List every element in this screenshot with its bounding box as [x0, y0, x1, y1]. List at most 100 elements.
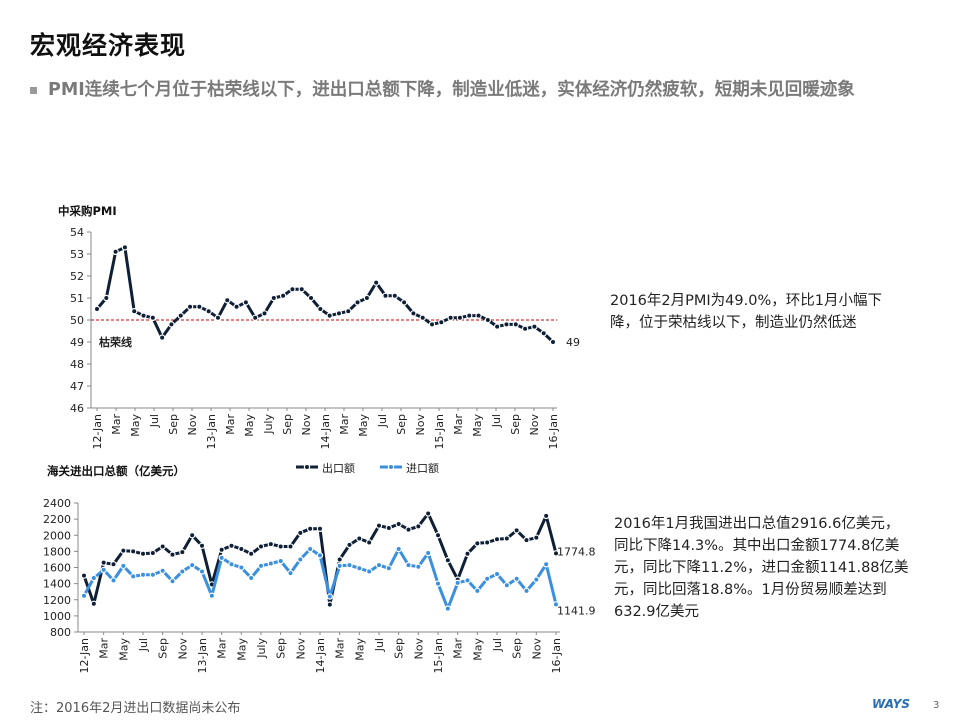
- trade-chart-x-tick-label: Nov: [412, 638, 425, 660]
- trade-chart-y-tick-label: 1800: [43, 545, 71, 558]
- trade-chart-title: 海关进出口总额（亿美元）: [47, 464, 185, 478]
- trade-chart-x-tick-label: May: [353, 638, 366, 661]
- trade-chart-x-tick-label: Nov: [530, 638, 543, 660]
- trade-chart-series-point-1: [257, 562, 265, 570]
- trade-chart-series-point-1: [336, 562, 343, 570]
- trade-chart-x-tick-label: Mar: [334, 638, 347, 659]
- trade-chart-series-point-0: [493, 536, 501, 543]
- trade-chart-series-point-1: [356, 565, 363, 572]
- trade-chart-series-point-0: [149, 549, 157, 557]
- trade-chart-series-point-0: [100, 559, 107, 566]
- slide-title: 宏观经济表现: [30, 31, 187, 60]
- pmi-chart-series-point-0: [261, 310, 268, 317]
- pmi-chart-series-point-0: [158, 334, 166, 341]
- trade-chart-series-point-0: [120, 547, 127, 554]
- trade-chart-x-tick-label: Sep: [511, 638, 524, 659]
- trade-chart-series-point-1: [297, 556, 304, 563]
- trade-chart-x-tick-label: Jul: [137, 638, 150, 652]
- page-number: 3: [933, 700, 940, 711]
- pmi-chart-y-tick-label: 51: [70, 292, 84, 305]
- pmi-chart-series-point-0: [196, 303, 203, 310]
- trade-chart-series-point-1: [454, 579, 461, 587]
- pmi-chart-x-tick-label: Sep: [395, 414, 408, 435]
- trade-chart-x-tick-label: Mar: [216, 638, 229, 659]
- pmi-chart-series-point-0: [475, 312, 482, 319]
- trade-chart-series-point-0: [80, 572, 88, 579]
- trade-chart-series-point-0: [257, 543, 265, 550]
- pmi-chart-series-point-0: [372, 279, 380, 286]
- pmi-chart-series-point-0: [549, 338, 557, 346]
- trade-chart-series-point-0: [306, 525, 314, 533]
- trade-chart-y-tick-label: 800: [50, 626, 71, 639]
- legend-label-1: 进口额: [406, 462, 439, 475]
- pmi-chart-series-point-0: [270, 294, 278, 302]
- trade-chart-series-point-1: [110, 577, 117, 584]
- trade-chart-x-tick-label: 12-Jan: [78, 638, 91, 674]
- pmi-chart-series-point-0: [168, 321, 175, 328]
- trade-chart-series-point-1: [326, 593, 334, 600]
- trade-chart-series-point-0: [552, 550, 560, 557]
- pmi-chart-x-tick-label: Nov: [300, 414, 313, 436]
- pmi-chart-series-point-0: [382, 292, 389, 299]
- pmi-chart-x-tick-label: 13-Jan: [205, 414, 218, 450]
- trade-chart-series-point-1: [287, 569, 294, 577]
- trade-chart-series-point-1: [139, 571, 147, 578]
- trade-chart-series-point-0: [139, 550, 147, 557]
- pmi-chart-series-point-0: [447, 314, 454, 321]
- pmi-chart-x-tick-label: 16-Jan: [547, 414, 560, 450]
- trade-chart-series-point-1: [533, 576, 540, 583]
- trade-chart-series-point-1: [267, 560, 275, 567]
- trade-chart-series-point-0: [179, 548, 186, 556]
- trade-chart-series-point-1: [120, 562, 127, 570]
- trade-chart-y-tick-label: 1000: [43, 610, 71, 623]
- trade-chart-series-point-0: [434, 532, 442, 539]
- trade-chart-x-tick-label: Sep: [275, 638, 288, 659]
- pmi-chart-y-tick-label: 53: [70, 248, 84, 261]
- pmi-chart-x-tick-label: Mar: [338, 414, 351, 435]
- trade-chart-series-point-1: [149, 571, 157, 578]
- trade-chart-series-point-0: [513, 527, 520, 534]
- trade-chart-series-point-0: [542, 512, 550, 520]
- pmi-chart-x-tick-label: May: [357, 414, 370, 437]
- trade-chart-series-point-0: [375, 522, 383, 529]
- trade-chart-series-point-1: [375, 561, 383, 569]
- trade-chart-x-tick-label: May: [117, 638, 130, 661]
- trade-chart-x-tick-label: Nov: [294, 638, 307, 660]
- pmi-chart-series-point-0: [131, 308, 138, 315]
- pmi-chart-title: 中采购PMI: [58, 204, 117, 218]
- pmi-chart-x-tick-label: Nov: [414, 414, 427, 436]
- pmi-note: 2016年2月PMI为49.0%，环比1月小幅下降，位于荣枯线以下，制造业仍然低…: [610, 293, 882, 331]
- pmi-chart-y-tick-label: 52: [70, 270, 84, 283]
- pmi-chart-series-point-0: [93, 305, 101, 313]
- pmi-chart-series-point-0: [252, 314, 259, 321]
- bullet-square-icon: [30, 87, 37, 94]
- trade-chart-series-point-0: [129, 548, 137, 555]
- pmi-chart-x-tick-label: Mar: [452, 414, 465, 435]
- legend-marker-1: [387, 463, 395, 471]
- trade-chart-series-point-0: [444, 557, 452, 564]
- summary-text: PMI连续七个月位于枯荣线以下，进出口总额下降，制造业低迷，实体经济仍然疲软，短…: [48, 80, 855, 100]
- trade-chart-series-point-0: [169, 551, 176, 558]
- trade-chart-series-point-0: [326, 601, 334, 608]
- trade-chart-series-point-0: [198, 542, 206, 549]
- trade-chart-series-point-1: [218, 554, 225, 562]
- pmi-chart-series-point-0: [326, 312, 333, 319]
- pmi-chart-series-point-0: [177, 312, 184, 319]
- trade-chart-series-point-1: [169, 578, 176, 585]
- trade-chart-x-tick-label: Jul: [373, 638, 386, 652]
- pmi-chart-y-tick-label: 46: [70, 402, 84, 415]
- ways-logo: WAYS: [872, 697, 911, 711]
- trade-chart-series-point-1: [159, 567, 166, 574]
- trade-chart-series-point-1: [198, 568, 206, 575]
- pmi-chart-series-point-0: [224, 297, 231, 304]
- trade-chart-series-point-1: [208, 592, 216, 599]
- trade-chart-series-point-0: [247, 550, 255, 557]
- trade-chart-series-point-0: [483, 539, 491, 546]
- pmi-chart-series-point-0: [503, 321, 510, 328]
- trade-chart-series-point-1: [179, 568, 186, 575]
- trade-chart-series-point-1: [365, 568, 373, 575]
- trade-chart-series-point-1: [483, 575, 491, 582]
- trade-chart-series-point-0: [277, 543, 284, 550]
- pmi-chart-series-point-0: [363, 294, 371, 302]
- pmi-chart-reference-label: 枯荣线: [99, 335, 132, 349]
